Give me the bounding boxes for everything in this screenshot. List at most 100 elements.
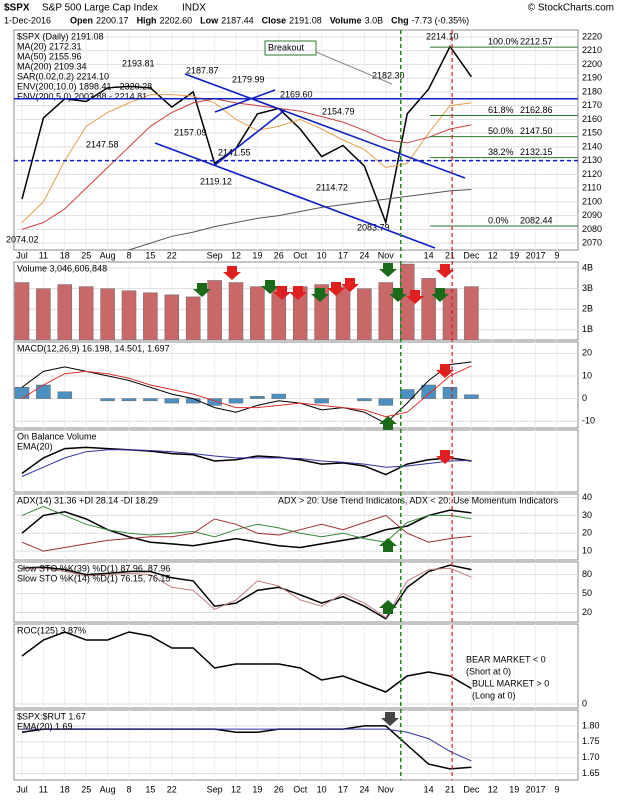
x-tick-label: 18 [60,250,70,260]
field-value: 2200.17 [96,15,129,25]
y-tick-label: 40 [582,492,592,502]
bar [14,282,30,340]
x-tick-label: 8 [126,784,131,794]
arrow [379,538,397,552]
bar [185,296,201,340]
x-tick-label: 2017 [526,250,546,260]
fib-label: 61.8% [488,105,514,115]
price-label: Breakout [268,42,305,52]
symbol: $SPX [4,3,30,14]
x-tick-label: Sep [207,250,223,260]
y-tick-label: 2110 [582,183,601,193]
plot [14,30,578,250]
y-tick-label: 10 [582,545,592,555]
price-label: 2179.99 [232,74,265,84]
x-tick-label: 22 [167,250,177,260]
x-tick-label: 24 [359,784,369,794]
x-tick-label: 18 [60,784,70,794]
price-label: 2083.79 [357,222,390,232]
bar [164,294,180,340]
annotation: BULL MARKET > 0 [472,678,549,688]
bar [100,398,115,402]
bar [335,286,351,340]
x-tick-label: 12 [488,784,498,794]
x-tick-label: 8 [126,250,131,260]
x-tick-label: Jul [16,784,28,794]
panel-frame [13,623,579,709]
series-line [21,725,472,770]
series-line [21,94,472,223]
fib-label: 50.0% [488,126,514,136]
y-tick-label: 2180 [582,86,602,96]
bar [143,292,158,340]
arrow [381,712,399,726]
bar [36,384,51,399]
x-tick-label: Jul [16,250,28,260]
arrow [379,600,397,614]
index-name: S&P 500 Large Cap Index [42,3,158,14]
bar [57,391,73,399]
plot [21,430,558,492]
panel-title: ADX(14) 31.36 +DI 28.14 -DI 18.29 [17,495,158,505]
arrow [341,278,359,292]
x-tick-label: 10 [317,250,327,260]
price-label: 2169.60 [280,89,313,99]
field-label: Open [70,15,93,25]
legend-entry: MA(20) 2172.31 [17,41,82,51]
y-tick-label: 2120 [582,169,602,179]
legend-entry: MA(50) 2155.96 [17,51,82,61]
price-label: 2214.10 [426,31,459,41]
y-tick-label: 2170 [582,100,602,110]
plot [14,262,578,340]
x-tick-label: 10 [317,784,327,794]
y-tick-label: 2070 [582,238,602,248]
bar [207,398,222,406]
field-label: Chg [391,15,409,25]
fib-label: 0.0% [488,215,509,225]
arrow [436,450,454,464]
y-tick-label: 1.70 [582,752,600,762]
y-tick-label: 20 [582,528,592,538]
bar [378,282,394,340]
price-label: 2074.02 [6,234,39,244]
legend-entry: EMA(20) [17,441,53,451]
x-tick-label: 26 [274,784,284,794]
y-tick-label: 2090 [582,210,602,220]
x-tick-label: Aug [100,250,116,260]
arrow [273,286,291,300]
x-tick-label: 15 [145,784,155,794]
y-tick-label: 2100 [582,196,602,206]
y-tick-label: 50 [582,588,592,598]
y-tick-label: 20 [582,607,592,617]
bar [421,278,436,340]
bar [121,290,137,340]
field-value: 2187.44 [221,15,254,25]
legend-entry: $SPX (Daily) 2191.08 [17,31,104,41]
y-tick-label: 80 [582,569,592,579]
field-value: 3.0B [365,15,384,25]
fib-value: 2147.50 [520,126,553,136]
x-tick-label: 15 [145,250,155,260]
x-tick-label: Oct [293,784,308,794]
y-tick-label: 20 [582,348,592,358]
arrow [379,416,397,430]
field-value: -7.73 (-0.35%) [412,15,470,25]
series-line [21,45,473,226]
x-tick-label: 12 [488,250,498,260]
bar [421,384,436,399]
panel-title: Volume 3,046,606,848 [17,263,107,273]
bar [36,288,51,340]
x-tick-label: 21 [445,250,455,260]
y-tick-label: 1B [582,324,593,334]
bar [464,286,479,340]
bar [442,387,458,399]
y-tick-label: 2200 [582,59,602,69]
fib-label: 100.0% [488,36,519,46]
y-tick-label: 0 [582,393,587,403]
annotation: ADX > 20: Use Trend Indicators, ADX < 20… [278,495,559,505]
legend-entry: ENV(200,5.0) 2003.88 - 2214.81 [17,91,147,101]
y-tick-label: 2130 [582,155,602,165]
exchange: INDX [182,3,206,14]
x-tick-label: 25 [81,784,91,794]
arrow [261,280,279,294]
